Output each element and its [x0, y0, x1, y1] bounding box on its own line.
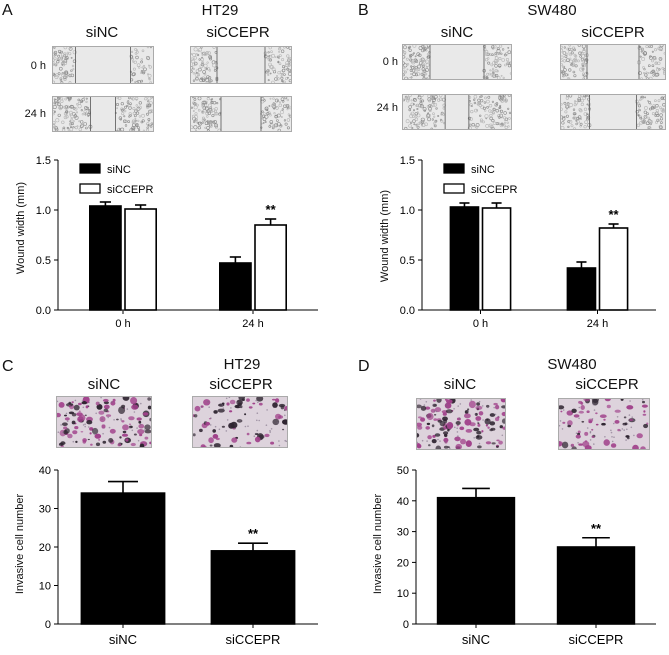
y-tick-label: 40: [397, 496, 409, 508]
panel-label-b: B: [358, 2, 369, 19]
scratch-image-a-siccepr-0h: [190, 46, 292, 84]
panel-label-d: D: [358, 358, 370, 375]
x-tick-label: siNC: [109, 632, 137, 647]
bar-siccepr-0h: [481, 207, 512, 311]
bar-sinc-0h: [89, 205, 122, 311]
x-tick-label: 24 h: [587, 318, 608, 330]
scratch-image-a-sinc-24h: [52, 96, 154, 132]
scratch-image-b-sinc-24h: [402, 94, 512, 130]
x-tick-label: siNC: [462, 632, 490, 647]
group-label-b-sinc: siNC: [440, 24, 474, 41]
legend-label-siccepr: siCCEPR: [107, 184, 154, 196]
scratch-image-b-sinc-0h: [402, 44, 512, 80]
significance-marker: **: [608, 207, 619, 222]
transwell-image-c-siccepr: [192, 396, 288, 448]
scratch-image-a-siccepr-24h: [190, 96, 292, 132]
bar-siccepr-0h: [124, 208, 158, 311]
panel-title-a: HT29: [201, 2, 239, 19]
scratch-image-b-siccepr-24h: [560, 94, 666, 130]
bar-chart-d: 0 10 20 30 40 50 siNC siCCEPR **: [397, 465, 656, 647]
time-label-b-24h: 24 h: [376, 102, 398, 114]
y-tick-label: 1.5: [36, 155, 51, 167]
time-label-a-24h: 24 h: [24, 108, 46, 120]
panel-label-c: C: [2, 358, 14, 375]
scratch-image-a-sinc-0h: [52, 46, 154, 84]
y-tick-label: 30: [39, 504, 51, 516]
bar-siccepr-24h: [598, 227, 629, 311]
bar-siccepr-24h: [254, 224, 288, 311]
transwell-image-c-sinc: [56, 396, 152, 448]
bar-chart-b: 0.0 0.5 1.0 1.5 0 h 24 h ** siNC siCCEPR: [400, 155, 656, 330]
y-tick-label: 0: [403, 619, 409, 631]
significance-marker: **: [266, 202, 277, 217]
legend-label-sinc: siNC: [471, 164, 495, 176]
transwell-image-d-sinc: [416, 398, 506, 450]
y-tick-label: 40: [39, 465, 51, 477]
y-tick-label: 1.5: [400, 155, 415, 167]
group-label-c-sinc: siNC: [87, 376, 121, 393]
panel-title-c: HT29: [223, 356, 261, 373]
bar-value-siccepr: [556, 546, 636, 625]
group-label-a-siccepr: siCCEPR: [206, 24, 270, 41]
group-label-d-sinc: siNC: [443, 376, 477, 393]
x-tick-label: 0 h: [473, 318, 488, 330]
y-tick-label: 20: [39, 542, 51, 554]
bar-value-sinc: [80, 492, 166, 625]
scratch-image-b-siccepr-0h: [560, 44, 666, 80]
significance-marker: **: [248, 526, 259, 541]
significance-marker: **: [591, 521, 602, 536]
y-tick-label: 1.0: [400, 205, 415, 217]
y-tick-label: 20: [397, 557, 409, 569]
legend-swatch-siccepr: [443, 183, 465, 194]
group-label-c-siccepr: siCCEPR: [209, 376, 273, 393]
y-tick-label: 0.5: [36, 255, 51, 267]
bar-chart-a: 0.0 0.5 1.0 1.5 0 h 24 h ** siNC siCCEPR: [36, 155, 318, 330]
bar-value-sinc: [436, 496, 516, 625]
group-label-a-sinc: siNC: [85, 24, 119, 41]
y-tick-label: 10: [397, 588, 409, 600]
group-label-b-siccepr: siCCEPR: [581, 24, 645, 41]
panel-label-a: A: [2, 2, 13, 19]
bar-sinc-24h: [219, 262, 252, 311]
legend-label-sinc: siNC: [107, 164, 131, 176]
y-tick-label: 30: [397, 527, 409, 539]
x-tick-label: siCCEPR: [226, 632, 281, 647]
panel-title-d: SW480: [547, 356, 597, 373]
panel-title-b: SW480: [527, 2, 577, 19]
bar-sinc-0h: [449, 206, 480, 311]
group-label-d-siccepr: siCCEPR: [575, 376, 639, 393]
y-tick-label: 10: [39, 581, 51, 593]
y-tick-label: 50: [397, 465, 409, 477]
x-tick-label: 24 h: [242, 318, 263, 330]
y-tick-label: 0: [45, 619, 51, 631]
time-label-a-0h: 0 h: [30, 60, 46, 72]
x-tick-label: 0 h: [115, 318, 130, 330]
transwell-image-d-siccepr: [558, 398, 650, 450]
legend-label-siccepr: siCCEPR: [471, 184, 518, 196]
legend-swatch-sinc: [79, 163, 101, 174]
y-tick-label: 0.0: [36, 305, 51, 317]
y-tick-label: 0.0: [400, 305, 415, 317]
legend-swatch-siccepr: [79, 183, 101, 194]
x-tick-label: siCCEPR: [569, 632, 624, 647]
legend-swatch-sinc: [443, 163, 465, 174]
bar-value-siccepr: [210, 550, 296, 625]
time-label-b-0h: 0 h: [382, 56, 398, 68]
bar-sinc-24h: [566, 267, 597, 311]
y-tick-label: 0.5: [400, 255, 415, 267]
y-tick-label: 1.0: [36, 205, 51, 217]
bar-chart-c: 0 10 20 30 40 siNC siCCEPR **: [39, 465, 318, 647]
